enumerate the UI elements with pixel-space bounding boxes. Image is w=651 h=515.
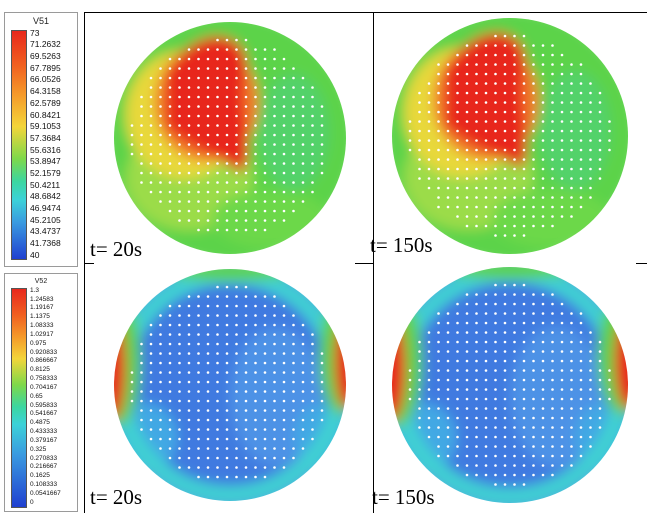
legend-tick-label: 62.5789 [30, 97, 61, 108]
legend-tick-label: 41.7368 [30, 238, 61, 249]
divider-line [355, 263, 373, 264]
legend-tick-label: 1.3 [30, 286, 40, 294]
sensor-dots [130, 285, 324, 479]
legend-tick-label: 55.6316 [30, 144, 61, 155]
legend-tick-label: 1.02917 [30, 330, 54, 338]
contour-panel-v51-t20: t= 20s [84, 12, 374, 262]
legend-tick-label: 57.3684 [30, 132, 61, 143]
legend-title: V51 [32, 16, 49, 26]
divider-line [636, 263, 647, 264]
legend-tick-label: 0.704167 [30, 383, 58, 391]
legend-tick-label: 45.2105 [30, 214, 61, 225]
legend-tick-label: 71.2632 [30, 39, 61, 50]
divider-line [84, 12, 647, 13]
sensor-dots [130, 38, 324, 232]
legend-tick-label: 59.1053 [30, 121, 61, 132]
legend-tick-label: 1.24583 [30, 295, 54, 303]
legend-tick-label: 0.216667 [30, 463, 58, 471]
legend-tick-label: 66.0526 [30, 74, 61, 85]
legend-tick-label: 48.6842 [30, 191, 61, 202]
legend-tick-label: 0.758333 [30, 375, 58, 383]
time-label: t= 150s [371, 485, 436, 509]
legend-tick-label: 1.19167 [30, 304, 54, 312]
contour-panel-v52-t150: t= 150s [371, 265, 647, 513]
legend-tick-label: 0.379167 [30, 436, 58, 444]
legend-tick-label: 0.975 [30, 339, 47, 347]
legend-tick-label: 67.7895 [30, 62, 61, 73]
time-label: t= 150s [369, 233, 434, 257]
legend-tick-label: 0.920833 [30, 348, 58, 356]
legend-tick-label: 64.3158 [30, 86, 61, 97]
sensor-dots [408, 283, 611, 486]
time-label: t= 20s [89, 485, 144, 509]
legend-tick-label: 53.8947 [30, 156, 61, 167]
legend-tick-label: 40 [30, 249, 40, 260]
sensor-dots [408, 34, 611, 237]
legend-tick-label: 0.325 [30, 445, 47, 453]
legend-tick-label: 43.4737 [30, 226, 61, 237]
contour-plot [114, 22, 346, 254]
legend-tick-label: 0.108333 [30, 481, 58, 489]
legend-tick-label: 0.1625 [30, 472, 50, 480]
divider-line [373, 12, 374, 513]
time-label: t= 20s [89, 237, 144, 261]
legend-tick-label: 0.541667 [30, 410, 58, 418]
legend-tick-label: 0.433333 [30, 428, 58, 436]
contour-plot [114, 269, 346, 501]
legend-tick-label: 0.65 [30, 392, 43, 400]
legend-tick-label: 73 [30, 27, 40, 38]
legend-tick-label: 0.8125 [30, 366, 50, 374]
legend-v51: V51 73 71.2632 69.5263 67.7895 66.0526 64.315… [4, 12, 78, 267]
legend-tick-label: 0.595833 [30, 401, 58, 409]
legend-tick-label: 52.1579 [30, 167, 61, 178]
legend-tick-label: 0.0541667 [30, 489, 61, 497]
legend-colorbar [11, 288, 27, 508]
legend-tick-label: 0.270833 [30, 454, 58, 462]
legend-tick-label: 60.8421 [30, 109, 61, 120]
legend-tick-label: 1.1375 [30, 313, 50, 321]
divider-line [84, 12, 85, 513]
legend-tick-label: 46.9474 [30, 203, 61, 213]
legend-tick-label: 0 [30, 498, 34, 506]
contour-plot [392, 267, 628, 503]
legend-v52: V52 1.3 1.24583 1.19167 1.1375 1.08333 1.0291… [4, 273, 78, 512]
contour-plot [392, 18, 628, 254]
legend-tick-label: 0.866667 [30, 357, 58, 365]
divider-line [84, 263, 94, 264]
legend-colorbar [11, 30, 27, 260]
legend-tick-label: 50.4211 [30, 179, 61, 190]
legend-title: V52 [34, 278, 48, 285]
legend-tick-label: 1.08333 [30, 322, 54, 330]
legend-tick-label: 0.4875 [30, 419, 50, 427]
legend-tick-label: 69.5263 [30, 51, 61, 62]
contour-panel-v51-t150: t= 150s [369, 12, 647, 262]
contour-panel-v52-t20: t= 20s [84, 265, 374, 513]
